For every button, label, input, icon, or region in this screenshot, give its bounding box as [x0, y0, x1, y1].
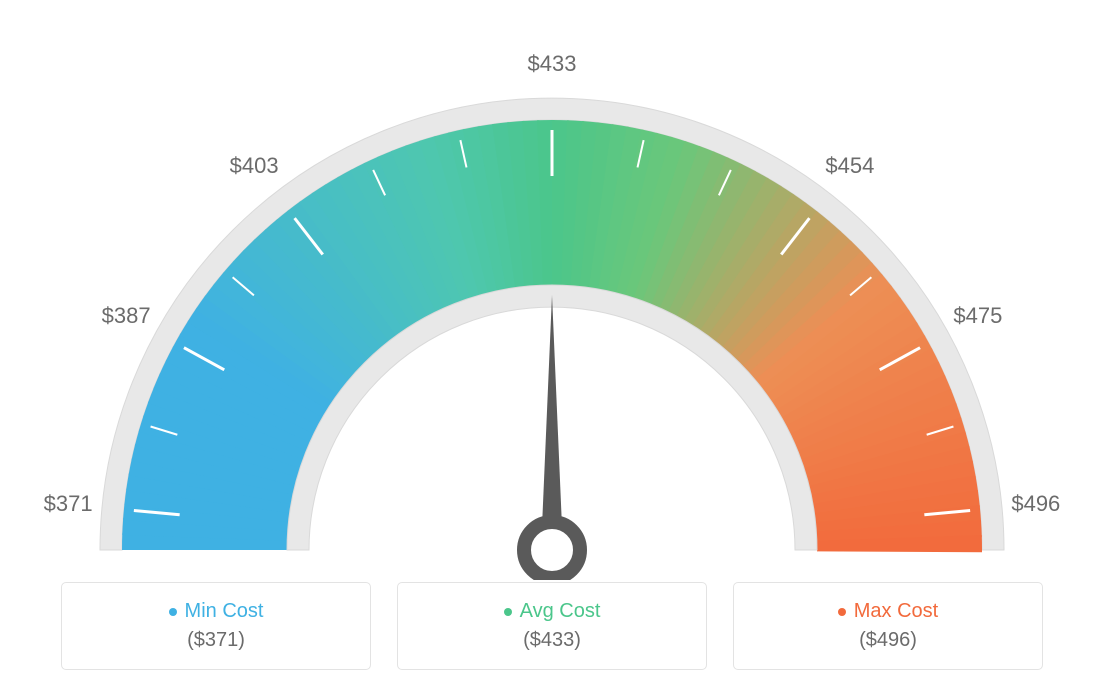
- legend-title: Max Cost: [854, 600, 938, 623]
- legend-dot-icon: [169, 608, 177, 616]
- legend-value: ($496): [859, 629, 917, 652]
- legend-title: Avg Cost: [520, 600, 601, 623]
- legend-value: ($371): [187, 629, 245, 652]
- gauge-chart: $371 $387 $403 $433 $454 $475 $496: [0, 0, 1104, 560]
- gauge-tick-label: $496: [1011, 491, 1060, 517]
- gauge-needle: [541, 295, 563, 550]
- legend-min-cost: Min Cost ($371): [61, 582, 371, 670]
- gauge-tick-label: $475: [953, 303, 1002, 329]
- legend-row: Min Cost ($371) Avg Cost ($433) Max Cost ($49…: [0, 582, 1104, 670]
- legend-dot-icon: [504, 608, 512, 616]
- gauge-tick-label: $454: [825, 153, 874, 179]
- legend-title-row: Min Cost: [169, 600, 264, 623]
- legend-avg-cost: Avg Cost ($433): [397, 582, 707, 670]
- gauge-tick-label: $387: [102, 303, 151, 329]
- gauge-tick-label: $371: [44, 491, 93, 517]
- gauge-tick-label: $403: [230, 153, 279, 179]
- gauge-needle-hub: [524, 522, 580, 578]
- legend-title-row: Avg Cost: [504, 600, 601, 623]
- gauge-svg: [0, 20, 1104, 580]
- legend-max-cost: Max Cost ($496): [733, 582, 1043, 670]
- legend-value: ($433): [523, 629, 581, 652]
- gauge-tick-label: $433: [528, 51, 577, 77]
- legend-title-row: Max Cost: [838, 600, 938, 623]
- legend-title: Min Cost: [185, 600, 264, 623]
- legend-dot-icon: [838, 608, 846, 616]
